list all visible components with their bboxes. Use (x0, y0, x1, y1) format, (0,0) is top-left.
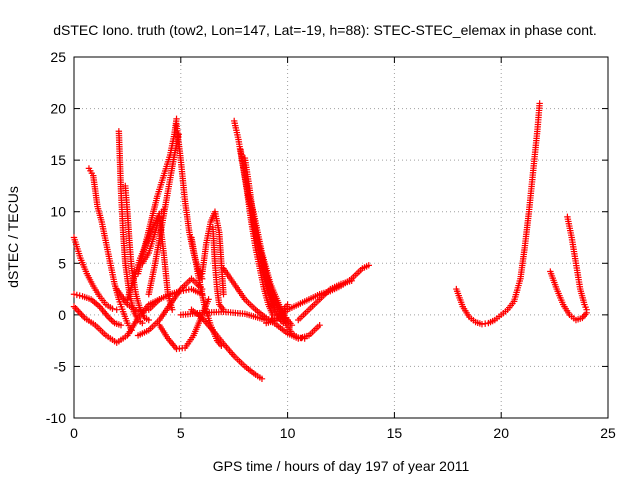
data-point (76, 292, 83, 299)
y-tick-label: 10 (50, 204, 66, 220)
x-tick-label: 0 (70, 425, 78, 441)
x-axis-label: GPS time / hours of day 197 of year 2011 (213, 458, 470, 474)
data-point (139, 319, 146, 327)
data-series (220, 265, 323, 342)
data-point (583, 306, 590, 313)
data-point (365, 262, 372, 269)
y-tick-label: 20 (50, 101, 66, 117)
y-tick-label: 15 (50, 152, 66, 168)
data-series (85, 165, 135, 334)
x-tick-label: 25 (600, 425, 616, 441)
chart-title: dSTEC Iono. truth (tow2, Lon=147, Lat=-1… (53, 22, 597, 38)
data-point (169, 306, 176, 313)
data-series (134, 275, 206, 339)
x-tick-label: 5 (177, 425, 185, 441)
y-tick-label: 25 (50, 49, 66, 65)
data-point (109, 305, 116, 312)
data-point (258, 375, 266, 383)
y-tick-label: 5 (58, 255, 66, 271)
x-tick-label: 10 (280, 425, 296, 441)
data-point (348, 277, 355, 285)
data-series (295, 277, 355, 324)
y-tick-label: -5 (54, 358, 67, 374)
data-series (70, 291, 125, 329)
y-tick-label: 0 (58, 307, 66, 323)
data-point (117, 321, 125, 329)
data-point (316, 321, 323, 329)
data-point (73, 291, 81, 299)
data-series (209, 223, 227, 313)
y-axis-label: dSTEC / TECUs (5, 186, 21, 288)
data-series (70, 234, 120, 313)
data-point (70, 291, 78, 298)
data-point (113, 306, 120, 313)
data-point (269, 311, 276, 319)
data-point (145, 316, 152, 324)
data-series (188, 306, 266, 383)
x-tick-label: 20 (493, 425, 509, 441)
x-tick-label: 15 (387, 425, 403, 441)
data-series (122, 182, 152, 324)
data-point (536, 100, 543, 107)
data-series (510, 100, 543, 305)
y-tick-label: -10 (46, 410, 66, 426)
data-series (124, 206, 167, 303)
axis-ticks: 0 5 10 15 20 25 -10 -5 0 5 10 15 20 25 (46, 49, 616, 441)
data-point (205, 296, 212, 303)
data-points (70, 100, 590, 383)
data-series (564, 213, 590, 313)
data-point (220, 291, 227, 298)
data-series (115, 128, 146, 327)
